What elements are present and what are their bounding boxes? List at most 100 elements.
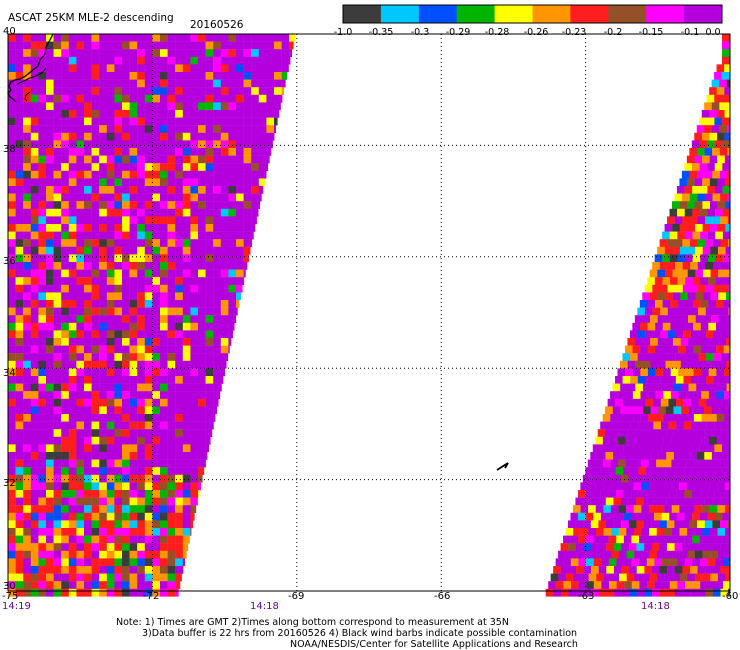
swath-cell	[175, 132, 183, 141]
swath-cell	[114, 588, 123, 597]
swath-cell	[198, 125, 206, 133]
swath-cell	[700, 277, 709, 285]
swath-cell	[122, 216, 130, 225]
swath-cell	[144, 543, 153, 551]
swath-cell	[137, 383, 145, 392]
swath-cell	[251, 72, 259, 80]
swath-cell	[53, 452, 62, 460]
swath-cell	[616, 558, 625, 567]
swath-cell	[190, 262, 199, 270]
swath-cell	[687, 550, 696, 559]
swath-cell	[725, 269, 731, 278]
swath-cell	[660, 376, 669, 384]
swath-cell	[658, 406, 667, 415]
swath-cell	[38, 193, 47, 202]
note-line-3: NOAA/NESDIS/Center for Satellite Applica…	[290, 639, 578, 650]
swath-cell	[570, 558, 579, 567]
swath-cell	[160, 246, 168, 255]
swath-cell	[68, 178, 77, 187]
swath-cell	[220, 262, 229, 270]
swath-cell	[15, 269, 24, 278]
swath-cell	[618, 459, 627, 468]
swath-cell	[129, 79, 138, 88]
swath-cell	[572, 505, 581, 513]
swath-cell	[129, 581, 138, 589]
swath-cell	[122, 452, 130, 460]
swath-cell	[590, 452, 599, 460]
swath-cell	[160, 528, 168, 536]
swath-cell	[46, 254, 54, 263]
swath-cell	[689, 216, 698, 225]
swath-cell	[99, 322, 107, 331]
swath-cell	[61, 208, 69, 217]
swath-cell	[645, 444, 654, 453]
swath-cell	[99, 34, 107, 42]
swath-cell	[660, 353, 669, 361]
swath-cell	[220, 307, 229, 316]
swath-cell	[659, 262, 668, 270]
swath-cell	[633, 505, 642, 513]
swath-cell	[679, 246, 688, 255]
swath-cell	[695, 292, 704, 301]
swath-cell	[711, 125, 720, 133]
lon-label: -63	[578, 591, 595, 602]
swath-cell	[152, 163, 161, 171]
swath-cell	[53, 300, 62, 308]
swath-cell	[205, 269, 214, 278]
swath-cell	[46, 216, 54, 225]
swath-cell	[99, 414, 107, 422]
swath-cell	[182, 170, 191, 179]
swath-cell	[15, 512, 24, 521]
swath-cell	[575, 543, 584, 551]
swath-cell	[106, 125, 115, 133]
swath-cell	[167, 459, 176, 468]
swath-cell	[106, 322, 115, 331]
swath-cell	[15, 550, 24, 559]
swath-cell	[213, 125, 221, 133]
swath-cell	[91, 110, 100, 118]
swath-cell	[99, 467, 107, 475]
swath-cell	[53, 193, 62, 202]
swath-cell	[639, 581, 648, 589]
swath-cell	[723, 277, 731, 285]
swath-cell	[694, 482, 703, 491]
swath-cell	[167, 588, 176, 597]
swath-cell	[716, 64, 725, 73]
swath-cell	[670, 345, 679, 354]
swath-cell	[281, 49, 290, 57]
swath-cell	[205, 414, 214, 422]
swath-cell	[228, 102, 237, 111]
swath-cell	[152, 208, 161, 217]
swath-cell	[152, 581, 161, 589]
swath-cell	[175, 490, 183, 498]
swath-cell	[99, 383, 107, 392]
swath-cell	[46, 398, 54, 407]
swath-cell	[659, 497, 667, 506]
swath-cell	[705, 216, 713, 225]
swath-cell	[673, 338, 681, 346]
swath-cell	[144, 573, 153, 582]
swath-cell	[144, 398, 153, 407]
swath-cell	[647, 345, 656, 354]
swath-cell	[23, 193, 31, 202]
swath-cell	[198, 87, 206, 95]
swath-cell	[702, 505, 710, 513]
swath-cell	[160, 49, 168, 57]
swath-cell	[175, 110, 183, 118]
swath-cell	[722, 140, 731, 149]
swath-cell	[8, 110, 16, 118]
wind-barb	[496, 462, 509, 471]
swath-cell	[61, 398, 69, 407]
swath-cell	[220, 102, 229, 111]
swath-cell	[144, 262, 153, 270]
swath-cell	[68, 558, 77, 567]
swath-cell	[137, 406, 145, 415]
swath-cell	[631, 512, 640, 521]
swath-cell	[677, 535, 685, 544]
swath-cell	[587, 459, 596, 468]
swath-cell	[182, 406, 191, 415]
swath-cell	[213, 277, 221, 285]
swath-cell	[23, 512, 31, 521]
swath-cell	[708, 368, 717, 377]
swath-cell	[175, 558, 183, 567]
